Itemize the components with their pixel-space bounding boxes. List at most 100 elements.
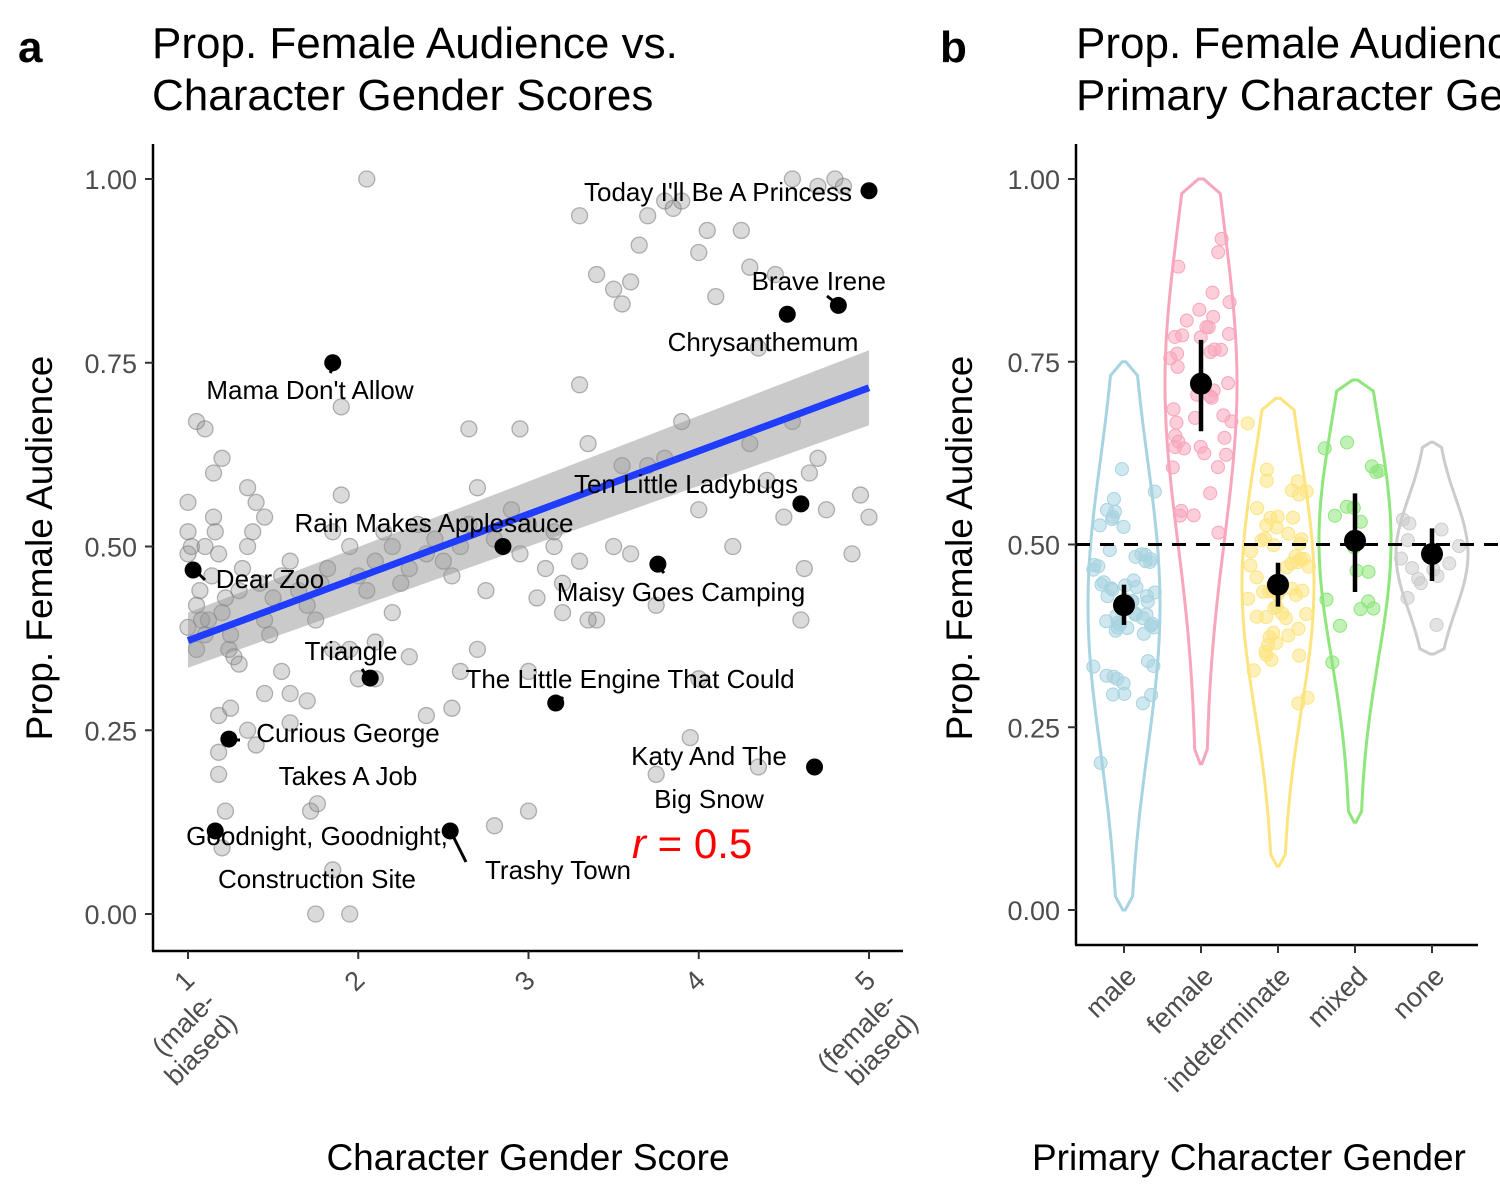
background-point bbox=[519, 802, 538, 820]
jitter-point-mixed bbox=[1317, 441, 1332, 456]
jitter-point-male bbox=[1144, 687, 1159, 702]
jitter-point-indeterminate bbox=[1292, 648, 1307, 663]
background-point bbox=[613, 295, 631, 313]
background-point bbox=[209, 743, 228, 761]
x-tick-label-male: male bbox=[1080, 961, 1143, 1024]
point-label: Dear Zoo bbox=[216, 564, 324, 594]
panel-a-labeled-points: Today I'll Be A Princess Brave Irene Chrys… bbox=[184, 177, 886, 894]
background-point bbox=[519, 662, 538, 681]
background-point bbox=[860, 508, 878, 526]
jitter-point-indeterminate bbox=[1243, 544, 1258, 559]
y-tick-label: 1.00 bbox=[1007, 165, 1060, 195]
background-point bbox=[247, 493, 265, 512]
jitter-point-male bbox=[1147, 484, 1162, 499]
jitter-point-none bbox=[1400, 590, 1415, 605]
background-point bbox=[834, 177, 853, 196]
background-point bbox=[247, 736, 265, 754]
y-tick-label: 0.50 bbox=[1007, 531, 1060, 561]
y-tick-label: 0.50 bbox=[84, 533, 137, 563]
mean-point-male bbox=[1113, 594, 1135, 617]
background-point bbox=[690, 243, 708, 262]
violin-male bbox=[1086, 360, 1162, 912]
background-point bbox=[196, 420, 214, 438]
violin-mixed bbox=[1317, 378, 1393, 824]
highlighted-point bbox=[806, 758, 824, 776]
background-point bbox=[604, 280, 623, 298]
background-point bbox=[477, 581, 495, 600]
highlighted-point bbox=[441, 822, 459, 840]
background-point bbox=[724, 537, 742, 556]
background-point bbox=[460, 420, 478, 438]
point-label: Ten Little Ladybugs bbox=[574, 469, 798, 499]
jitter-point-indeterminate bbox=[1259, 518, 1274, 533]
jitter-point-indeterminate bbox=[1266, 625, 1281, 640]
background-point bbox=[209, 706, 228, 725]
x-tick-label: 4 bbox=[679, 965, 711, 997]
background-point bbox=[795, 559, 813, 578]
jitter-point-none bbox=[1413, 576, 1428, 591]
background-point bbox=[281, 684, 299, 703]
x-tick-label: 5(female-biased) bbox=[790, 965, 924, 1099]
background-point bbox=[622, 545, 640, 563]
jitter-point-mixed bbox=[1353, 602, 1368, 617]
correlation-annotation: r = 0.5 bbox=[632, 820, 752, 867]
background-point bbox=[579, 434, 597, 453]
background-point bbox=[341, 640, 359, 659]
y-tick-label: 0.00 bbox=[84, 900, 137, 930]
jitter-point-none bbox=[1429, 617, 1444, 632]
x-tick-label-line: 2 bbox=[339, 965, 371, 997]
panel-a-y-axis-title: Prop. Female Audience bbox=[19, 356, 60, 741]
background-point bbox=[485, 817, 504, 835]
highlighted-point bbox=[778, 305, 796, 323]
jitter-point-female bbox=[1222, 295, 1237, 310]
background-point bbox=[775, 508, 793, 526]
jitter-point-indeterminate bbox=[1259, 610, 1274, 625]
background-point bbox=[238, 537, 257, 556]
jitter-point-male bbox=[1105, 687, 1120, 702]
background-point bbox=[281, 552, 299, 570]
x-tick-label: 3 bbox=[509, 965, 541, 997]
background-point bbox=[332, 398, 350, 416]
jitter-point-indeterminate bbox=[1279, 560, 1294, 575]
background-point bbox=[690, 670, 708, 688]
background-point bbox=[468, 640, 487, 659]
background-point bbox=[809, 177, 827, 196]
jitter-point-mixed bbox=[1361, 564, 1376, 579]
highlighted-point bbox=[324, 354, 342, 372]
jitter-point-female bbox=[1210, 460, 1225, 475]
background-point bbox=[579, 611, 597, 629]
jitter-point-male bbox=[1107, 504, 1122, 519]
point-label: Chrysanthemum bbox=[668, 327, 859, 357]
jitter-point-none bbox=[1442, 556, 1457, 571]
jitter-point-male bbox=[1091, 559, 1106, 574]
jitter-point-indeterminate bbox=[1243, 558, 1258, 573]
background-point bbox=[196, 537, 214, 556]
highlighted-point bbox=[494, 538, 512, 555]
jitter-point-female bbox=[1163, 351, 1178, 366]
background-point bbox=[749, 758, 767, 776]
jitter-point-indeterminate bbox=[1295, 583, 1310, 598]
background-point bbox=[604, 537, 623, 556]
jitter-point-mixed bbox=[1372, 463, 1387, 478]
mean-point-none bbox=[1421, 543, 1443, 566]
background-point bbox=[204, 464, 223, 482]
background-point bbox=[298, 692, 316, 710]
highlighted-point bbox=[547, 694, 565, 712]
background-point bbox=[209, 765, 228, 783]
jitter-point-indeterminate bbox=[1284, 483, 1299, 498]
background-point bbox=[255, 508, 274, 526]
background-point bbox=[443, 699, 461, 717]
background-point bbox=[281, 714, 299, 732]
y-tick-label: 0.25 bbox=[84, 716, 137, 746]
background-point bbox=[255, 684, 274, 703]
background-point bbox=[204, 508, 223, 526]
background-point bbox=[230, 655, 248, 673]
point-label: Today I'll Be A Princess bbox=[584, 177, 852, 207]
background-point bbox=[366, 633, 384, 651]
jitter-point-mixed bbox=[1327, 508, 1342, 523]
jitter-point-indeterminate bbox=[1259, 462, 1274, 477]
background-point bbox=[749, 339, 767, 357]
jitter-point-female bbox=[1177, 441, 1192, 456]
jitter-point-female bbox=[1179, 313, 1194, 328]
